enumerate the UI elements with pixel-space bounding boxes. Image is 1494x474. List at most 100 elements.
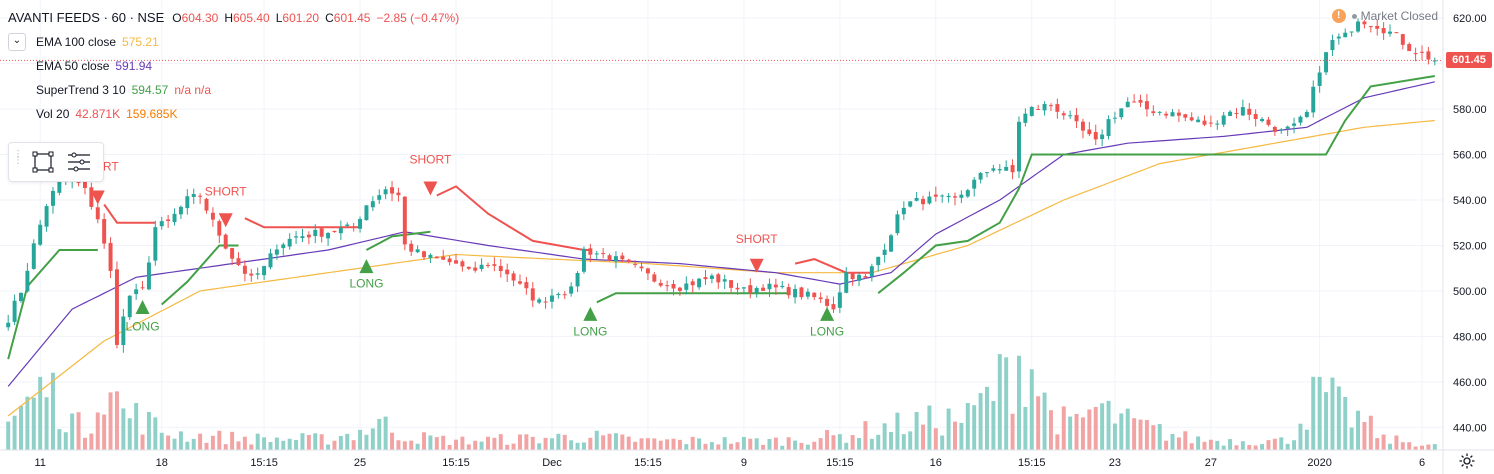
volume-bar: [1055, 434, 1060, 450]
chevron-down-icon[interactable]: ⌄: [8, 33, 26, 51]
candle: [991, 164, 996, 173]
candle: [1343, 28, 1348, 38]
volume-bar: [562, 434, 567, 450]
volume-bar: [729, 443, 734, 450]
volume-bar: [620, 434, 625, 450]
volume-bar: [89, 433, 94, 450]
volume-value: 42.871K: [75, 107, 121, 121]
volume-bar: [313, 433, 318, 450]
gear-icon[interactable]: [1458, 452, 1476, 470]
candle: [921, 195, 925, 211]
drawing-toolbox: ⋮ ⋮: [8, 142, 104, 182]
volume-bar: [1061, 406, 1066, 450]
y-tick-label: 480.00: [1453, 331, 1487, 343]
volume-bar: [889, 431, 894, 450]
volume-bar: [1189, 443, 1194, 450]
volume-bar: [153, 417, 158, 450]
candle: [1298, 115, 1303, 126]
volume-bar: [1202, 441, 1207, 450]
volume-bar: [1362, 422, 1367, 450]
candle: [543, 296, 548, 309]
x-tick-label: 15:15: [250, 457, 278, 469]
volume-bar: [1356, 410, 1361, 450]
volume-bar: [1151, 425, 1156, 450]
x-tick-label: 27: [1205, 457, 1217, 469]
candle: [773, 278, 778, 295]
volume-bar: [844, 442, 849, 450]
candles: [6, 18, 1437, 353]
drag-handle-icon[interactable]: ⋮ ⋮: [13, 149, 23, 166]
volume-bar: [914, 411, 919, 450]
volume-bar: [530, 436, 535, 450]
candle: [274, 244, 279, 260]
candle: [1061, 111, 1066, 120]
volume-bar: [965, 403, 970, 450]
legend-ema50[interactable]: EMA 50 close 591.94: [8, 54, 465, 78]
candle: [121, 308, 126, 353]
lines-menu-icon[interactable]: [63, 146, 95, 178]
volume-bar: [1176, 437, 1181, 450]
legend-volume[interactable]: Vol 20 42.871K 159.685K: [8, 102, 465, 126]
candle: [1170, 109, 1175, 117]
volume-bar: [556, 433, 561, 450]
candle: [434, 256, 439, 259]
volume-bar: [537, 443, 542, 450]
volume-bar: [1138, 419, 1143, 450]
volume-bar: [882, 423, 887, 450]
candle: [441, 249, 446, 261]
volume-bar: [319, 434, 324, 450]
candle: [690, 279, 695, 294]
ema100-value: 575.21: [122, 35, 159, 49]
volume-bar: [588, 437, 593, 450]
candle: [594, 250, 599, 260]
rectangle-select-icon[interactable]: [27, 146, 59, 178]
legend-supertrend[interactable]: SuperTrend 3 10 594.57 n/a n/a: [8, 78, 465, 102]
candle: [709, 273, 714, 284]
candle: [402, 196, 407, 251]
candle: [377, 189, 382, 204]
legend-ema100[interactable]: ⌄ EMA 100 close 575.21: [8, 30, 465, 54]
volume-bar: [761, 444, 766, 450]
candle: [671, 280, 676, 296]
volume-bar: [1324, 392, 1329, 450]
volume-bar: [434, 437, 439, 450]
x-tick-label: 18: [156, 457, 168, 469]
candle: [319, 226, 324, 243]
candle: [108, 237, 113, 278]
candle: [818, 292, 823, 304]
candle: [217, 219, 222, 244]
volume-bar: [134, 403, 139, 450]
ema50-name: EMA 50 close: [36, 59, 110, 73]
legend-title-row: AVANTI FEEDS · 60 · NSE O604.30 H605.40 …: [8, 6, 465, 30]
long-signal: LONG: [126, 300, 160, 334]
volume-bar: [447, 444, 452, 450]
volume-bar: [1279, 437, 1284, 450]
volume-bar: [460, 436, 465, 450]
volume-bar: [1074, 413, 1079, 450]
symbol-title[interactable]: AVANTI FEEDS · 60 · NSE: [8, 10, 165, 25]
x-tick-label: 16: [930, 457, 942, 469]
candle: [409, 240, 414, 257]
candle: [300, 228, 305, 243]
candle: [127, 295, 132, 320]
candle: [1055, 98, 1060, 119]
supertrend-segment: [794, 258, 872, 274]
candle: [1010, 159, 1015, 180]
candle: [1189, 112, 1194, 122]
supertrend-segment: [365, 230, 431, 251]
candle: [1375, 19, 1380, 36]
warning-icon[interactable]: !: [1331, 9, 1346, 23]
volume-bar: [626, 436, 631, 450]
ohlc-change: −2.85 (−0.47%): [376, 11, 460, 25]
volume-bar: [44, 397, 49, 450]
volume-bar: [1125, 408, 1130, 450]
market-status[interactable]: ! Market Closed: [1331, 9, 1438, 23]
candle: [114, 261, 119, 349]
volume-bar: [345, 433, 350, 450]
volume-bar: [95, 412, 100, 450]
volume-bar: [780, 445, 785, 450]
volume-bar: [505, 444, 510, 450]
volume-bar: [709, 442, 714, 450]
candle: [95, 203, 100, 224]
